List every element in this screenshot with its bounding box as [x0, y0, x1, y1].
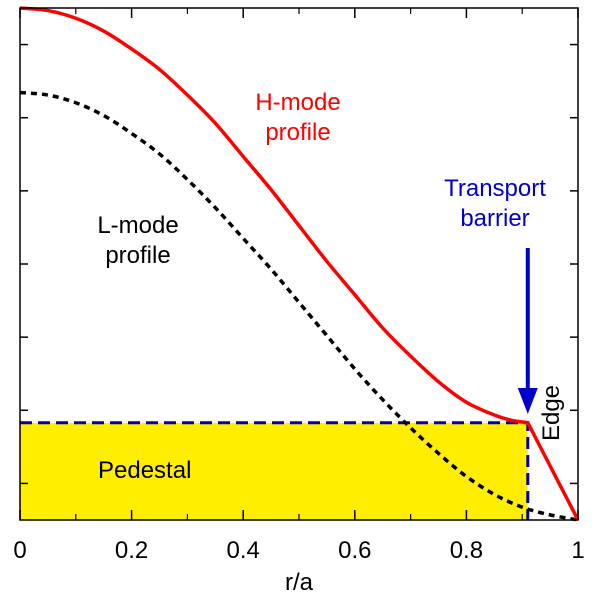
- x-tick-label: 1: [571, 537, 584, 564]
- x-tick-label: 0.8: [450, 537, 483, 564]
- l-mode-label-line2: profile: [105, 242, 170, 269]
- x-tick-label: 0.4: [227, 537, 260, 564]
- y-axis-ticks: [20, 43, 578, 485]
- transport-barrier-arrow: [517, 248, 538, 414]
- pedestal-region: [20, 422, 528, 520]
- arrow-head-icon: [517, 388, 538, 414]
- x-tick-label: 0.2: [115, 537, 148, 564]
- edge-label: Edge: [538, 385, 565, 441]
- x-tick-label: 0: [13, 537, 26, 564]
- h-mode-label-line1: H-mode: [255, 89, 340, 116]
- axes: 0 0.2 0.4 0.6 0.8 1 r/a: [13, 7, 585, 596]
- x-axis-ticks: [19, 8, 579, 520]
- transport-barrier-label-line1: Transport: [444, 175, 546, 202]
- pedestal-layer: Pedestal: [20, 421, 530, 520]
- transport-barrier-label-line2: barrier: [460, 205, 529, 232]
- annotations: H-mode profile L-mode profile Transport …: [97, 89, 565, 441]
- h-mode-label-line2: profile: [265, 119, 330, 146]
- pedestal-label: Pedestal: [98, 457, 191, 484]
- x-axis-tick-labels: 0 0.2 0.4 0.6 0.8 1: [13, 537, 584, 564]
- h-mode-profile-line: [19, 6, 580, 521]
- l-mode-label-line1: L-mode: [97, 212, 178, 239]
- series-layer: [19, 6, 580, 522]
- x-tick-label: 0.6: [338, 537, 371, 564]
- x-axis-label: r/a: [285, 569, 314, 596]
